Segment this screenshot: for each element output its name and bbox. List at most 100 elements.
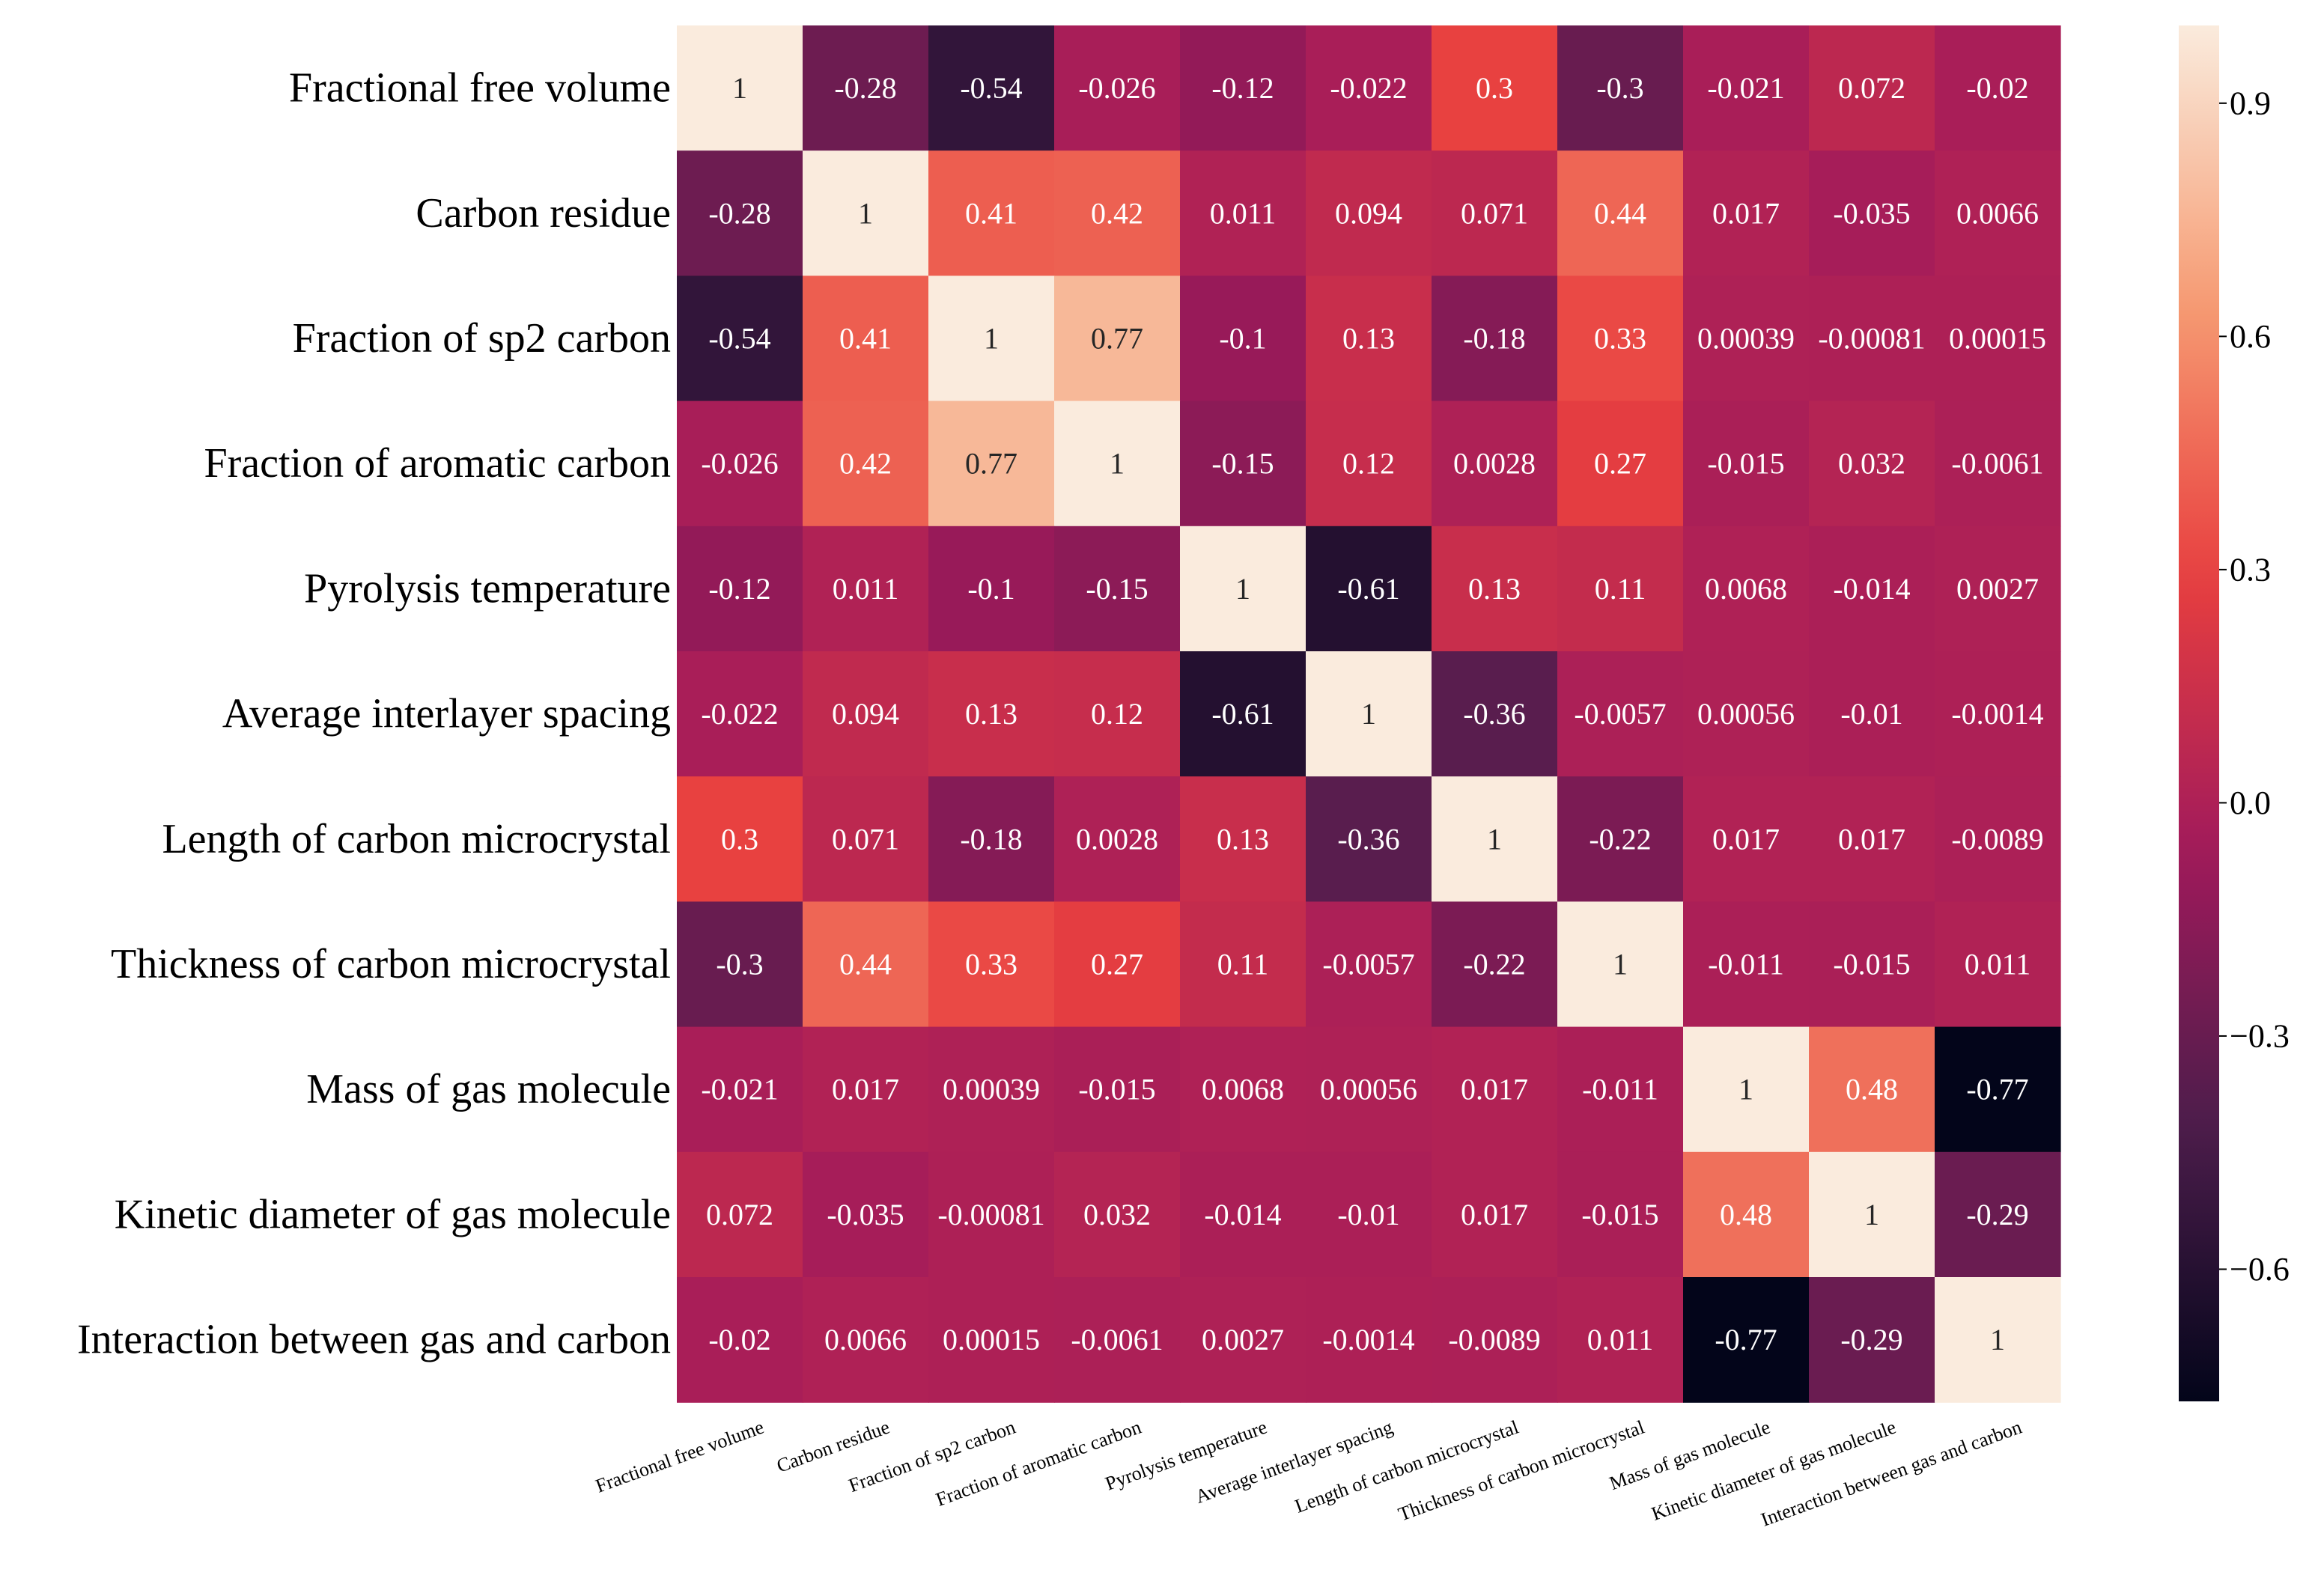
x-tick-label: Thickness of carbon microcrystal: [1396, 1416, 1647, 1526]
heatmap-annotations: 1 -0.28 -0.54 -0.026 -0.12 -0.022 0.3 -0.3 -0.02…: [701, 71, 2046, 1356]
cell-value-label: 0.0027: [1202, 1323, 1284, 1356]
heatmap-cell: [928, 400, 1055, 527]
cell-value-label: -0.54: [708, 322, 770, 356]
y-tick-label: Kinetic diameter of gas molecule: [115, 1191, 671, 1237]
heatmap-cell: [677, 150, 803, 276]
cell-value-label: -0.28: [708, 196, 770, 230]
heatmap-cell: [928, 275, 1055, 402]
heatmap-cell: [1180, 1026, 1306, 1153]
cell-value-label: 0.072: [1838, 71, 1905, 105]
heatmap-cell: [1809, 526, 1935, 652]
colorbar: [2179, 25, 2219, 1401]
heatmap-cell: [1054, 1277, 1181, 1403]
heatmap-cell: [1935, 901, 2061, 1028]
heatmap-cell: [1935, 275, 2061, 402]
cell-value-label: 0.33: [1594, 322, 1646, 356]
cell-value-label: 0.00039: [1697, 322, 1795, 356]
cell-value-label: 0.011: [1965, 948, 2031, 981]
cell-value-label: -0.02: [708, 1323, 770, 1356]
cell-value-label: -0.021: [701, 1073, 778, 1106]
cell-value-label: 0.032: [1838, 447, 1905, 481]
heatmap-cell: [1432, 776, 1558, 902]
cell-value-label: 1: [1864, 1198, 1879, 1231]
heatmap-cell: [803, 1277, 929, 1403]
heatmap-cell: [1432, 25, 1558, 151]
heatmap-cell: [1054, 25, 1181, 151]
cell-value-label: 0.011: [1210, 196, 1277, 230]
heatmap-cell: [1180, 150, 1306, 276]
heatmap-cell: [928, 1151, 1055, 1278]
heatmap-cell: [1683, 400, 1810, 527]
heatmap-cell: [1557, 651, 1684, 777]
cell-value-label: 0.0028: [1453, 447, 1536, 481]
cell-value-label: 0.0028: [1076, 822, 1158, 856]
heatmap-cell: [1306, 776, 1432, 902]
cell-value-label: -0.61: [1337, 572, 1399, 606]
cell-value-label: -0.015: [1078, 1073, 1155, 1106]
x-tick-label: Fractional free volume: [593, 1416, 767, 1497]
cell-value-label: 0.12: [1342, 447, 1395, 481]
heatmap-cell: [1683, 1151, 1810, 1278]
heatmap-cell: [803, 901, 929, 1028]
heatmap-cell: [1809, 1026, 1935, 1153]
heatmap-cell: [1557, 1277, 1684, 1403]
heatmap-cell: [677, 400, 803, 527]
heatmap-cell: [928, 1026, 1055, 1153]
heatmap-cell: [1180, 25, 1306, 151]
heatmap-cell: [1809, 776, 1935, 902]
heatmap-cell: [1683, 776, 1810, 902]
cell-value-label: -0.011: [1582, 1073, 1658, 1106]
cell-value-label: -0.12: [708, 572, 770, 606]
cell-value-label: -0.0089: [1951, 822, 2043, 856]
heatmap-cell: [1683, 526, 1810, 652]
cell-value-label: 0.094: [832, 697, 899, 731]
cell-value-label: -0.01: [1840, 697, 1902, 731]
cell-value-label: 0.071: [832, 822, 899, 856]
cell-value-label: -0.00081: [1818, 322, 1925, 356]
heatmap-cell: [803, 1026, 929, 1153]
heatmap-cell: [1306, 1277, 1432, 1403]
x-axis-labels: Fractional free volume Carbon residueFrac…: [593, 1416, 2025, 1531]
cell-value-label: -0.0057: [1574, 697, 1666, 731]
cell-value-label: -0.026: [701, 447, 778, 481]
cell-value-label: -0.011: [1708, 948, 1784, 981]
heatmap-cell: [1809, 150, 1935, 276]
heatmap-cell: [1306, 275, 1432, 402]
y-tick-label: Thickness of carbon microcrystal: [111, 941, 671, 987]
y-tick-label: Interaction between gas and carbon: [77, 1317, 671, 1363]
colorbar-tick-label: 0.9: [2230, 85, 2271, 121]
cell-value-label: 0.0068: [1705, 572, 1787, 606]
cell-value-label: 0.42: [1091, 196, 1143, 230]
heatmap-cell: [1306, 150, 1432, 276]
heatmap-cell: [1180, 526, 1306, 652]
cell-value-label: 0.0066: [824, 1323, 907, 1356]
cell-value-label: -0.015: [1707, 447, 1784, 481]
cell-value-label: 1: [1487, 822, 1502, 856]
heatmap-cell: [1935, 1277, 2061, 1403]
cell-value-label: 0.094: [1335, 196, 1402, 230]
cell-value-label: -0.026: [1078, 71, 1155, 105]
cell-value-label: -0.0089: [1448, 1323, 1540, 1356]
heatmap-cell: [1683, 651, 1810, 777]
cell-value-label: -0.015: [1581, 1198, 1658, 1231]
heatmap-cell: [1306, 526, 1432, 652]
cell-value-label: 0.44: [1594, 196, 1646, 230]
heatmap-cell: [1180, 901, 1306, 1028]
heatmap-cell: [1180, 1151, 1306, 1278]
heatmap-cell: [928, 901, 1055, 1028]
cell-value-label: -0.77: [1966, 1073, 2028, 1106]
heatmap-cell: [1683, 1277, 1810, 1403]
cell-value-label: 0.44: [839, 948, 892, 981]
heatmap-cell: [928, 651, 1055, 777]
cell-value-label: 0.017: [1461, 1198, 1528, 1231]
heatmap-cell: [1054, 651, 1181, 777]
cell-value-label: 0.3: [1476, 71, 1513, 105]
cell-value-label: 0.0027: [1956, 572, 2039, 606]
heatmap-cell: [1935, 1151, 2061, 1278]
cell-value-label: -0.28: [834, 71, 896, 105]
heatmap-cell: [1809, 901, 1935, 1028]
heatmap-cell: [1432, 275, 1558, 402]
heatmap-cell: [1683, 150, 1810, 276]
heatmap-cell: [928, 526, 1055, 652]
